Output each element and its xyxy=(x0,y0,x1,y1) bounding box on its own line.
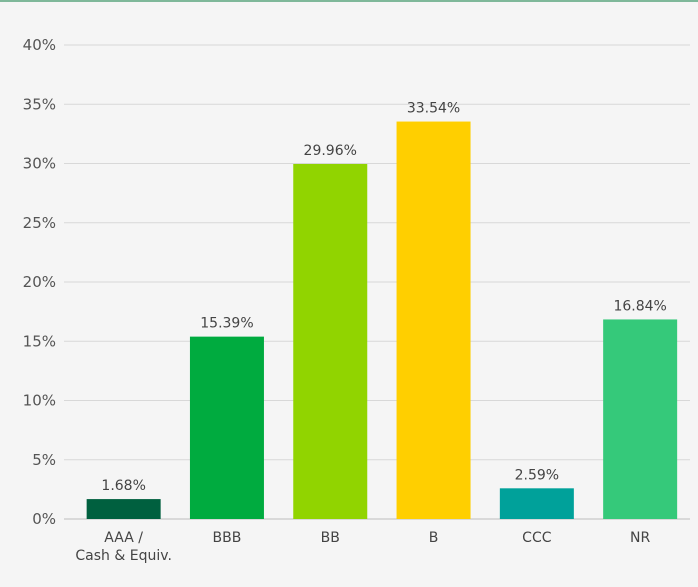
data-label: 33.54% xyxy=(407,101,460,117)
data-label: 1.68% xyxy=(101,478,145,494)
category-label: BBB xyxy=(213,530,242,546)
y-tick-label: 20% xyxy=(23,273,56,291)
bar-4 xyxy=(396,121,471,520)
data-label: 15.39% xyxy=(200,316,253,332)
category-label: AAA / xyxy=(104,530,143,546)
y-tick-label: 25% xyxy=(23,214,56,232)
category-label: NR xyxy=(630,530,650,546)
data-label: 29.96% xyxy=(304,143,357,159)
category-label: CCC xyxy=(522,530,552,546)
category-labels: AAA /Cash & Equiv.BBB BB B CCC NR xyxy=(75,530,650,564)
y-tick-label: 40% xyxy=(23,36,56,54)
y-tick-label: 30% xyxy=(23,155,56,173)
data-label: 16.84% xyxy=(613,298,666,314)
category-label: B xyxy=(429,530,439,546)
category-label: Cash & Equiv. xyxy=(75,548,171,564)
gridlines xyxy=(64,44,690,520)
bar-1 xyxy=(86,499,161,519)
y-tick-label: 0% xyxy=(32,510,56,528)
data-labels: 1.68% 15.39% 29.96% 33.54% 2.59% 16.84% xyxy=(101,101,666,495)
bar-3 xyxy=(293,163,368,519)
y-tick-label: 35% xyxy=(23,95,56,113)
data-label: 2.59% xyxy=(515,467,559,483)
y-tick-label: 10% xyxy=(23,392,56,410)
y-tick-label: 15% xyxy=(23,332,56,350)
y-tick-label: 5% xyxy=(32,451,56,469)
category-label: BB xyxy=(321,530,340,546)
top-rule xyxy=(0,0,698,2)
bars xyxy=(86,121,678,520)
y-axis-ticks: 0% 5% 10% 15% 20% 25% 30% 35% 40% xyxy=(23,36,56,528)
bar-5 xyxy=(499,488,574,519)
bar-2 xyxy=(189,336,264,519)
bar-6 xyxy=(603,319,678,519)
